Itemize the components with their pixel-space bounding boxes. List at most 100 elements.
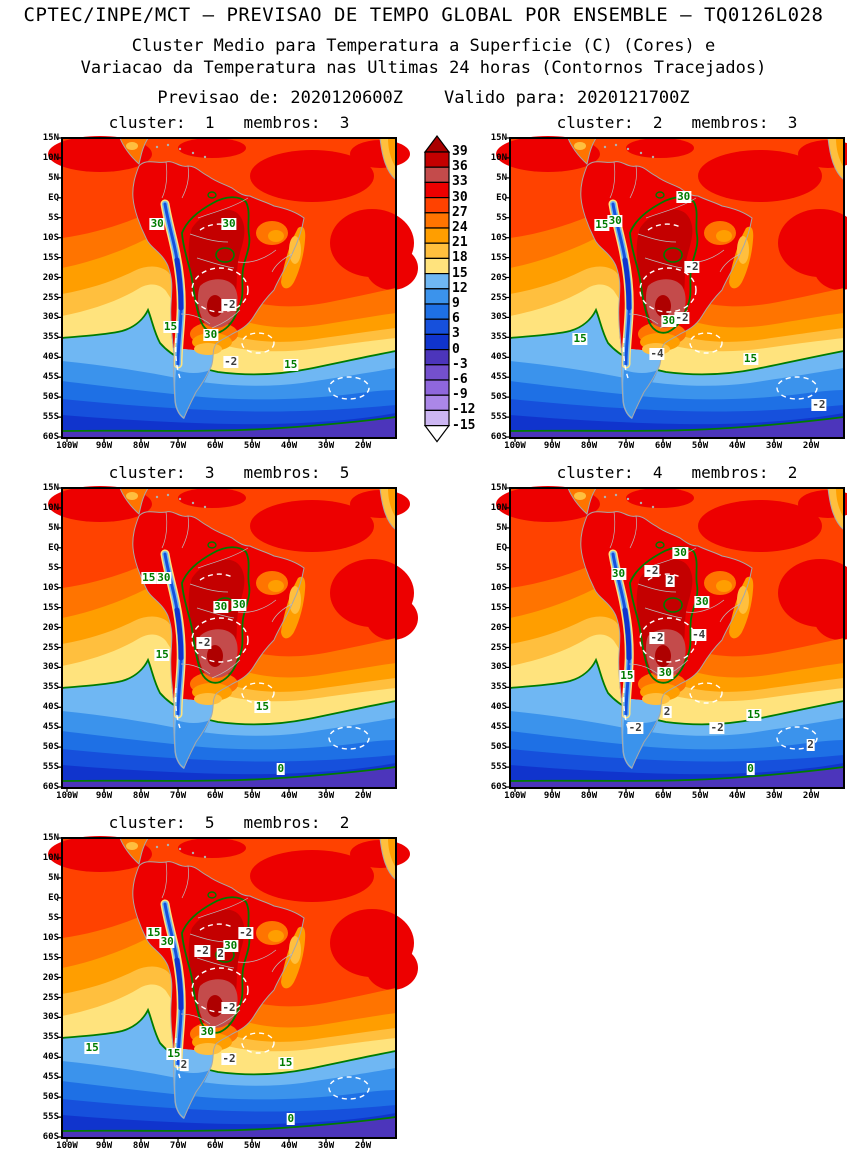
lon-tick-label: 100W [504, 441, 526, 451]
variation-contour-label: 2 [216, 946, 225, 960]
temperature-contour-label: 0 [286, 1111, 296, 1125]
temperature-contour-label: 15 [572, 332, 588, 345]
variation-contour-label: -4 [691, 628, 707, 641]
lat-tick-label: 30S [42, 662, 59, 673]
temperature-contour-label: 30 [221, 216, 237, 230]
colorbar-svg [423, 135, 451, 443]
lon-tick-label: 20W [354, 441, 372, 451]
colorbar-cell [424, 273, 450, 290]
lon-tick-label: 50W [691, 791, 709, 801]
lon-tick-label: 60W [206, 791, 224, 801]
temperature-contour-label: 30 [149, 216, 165, 230]
temperature-contour-label: 30 [223, 939, 239, 952]
lon-tick-label: 80W [132, 1141, 150, 1151]
lat-tick-label: 5N [496, 522, 507, 533]
variation-contour-label: -2 [674, 311, 690, 324]
lat-tick-label: 5S [496, 212, 507, 223]
lon-tick-label: 100W [56, 441, 78, 451]
colorbar-tick-label: 12 [452, 280, 468, 296]
temperature-contour-label: 15 [594, 218, 610, 231]
temperature-contour-label: 30 [607, 213, 623, 227]
lon-tick-label: 100W [56, 791, 78, 801]
lon-tick-label: 60W [654, 791, 672, 801]
lat-tick-label: 5S [496, 562, 507, 573]
variation-contour-label: -2 [709, 721, 725, 734]
variation-contour-label: -2 [221, 1051, 237, 1065]
panel-title: cluster: 4 membros: 2 [556, 463, 798, 482]
lat-tick-label: 5N [48, 872, 59, 883]
temperature-contour-label: 30 [661, 314, 677, 327]
temperature-contour-label: 30 [199, 1024, 215, 1038]
lon-tick-label: 90W [543, 441, 561, 451]
lat-tick-label: 15N [490, 483, 507, 493]
lat-tick-label: 50S [490, 392, 507, 403]
lat-tick-label: 10N [490, 152, 507, 163]
temperature-contour-label: 30 [676, 189, 692, 203]
map-cluster-3 [62, 488, 396, 788]
lat-tick-label: 25S [490, 642, 507, 653]
colorbar-cell [424, 364, 450, 381]
lat-tick-label: 10N [42, 852, 59, 863]
lon-tick-label: 50W [243, 441, 261, 451]
lat-tick-label: 60S [490, 782, 507, 792]
lat-tick-label: 35S [42, 332, 59, 343]
colorbar-tick-label: 21 [452, 235, 468, 251]
lat-tick-label: 10N [42, 152, 59, 163]
colorbar [423, 135, 451, 446]
lat-tick-label: 55S [42, 412, 59, 423]
lat-tick-label: EQ [48, 892, 59, 903]
colorbar-arrow-down [423, 425, 451, 443]
colorbar-tick-label: 24 [452, 220, 468, 235]
colorbar-tick-label: 39 [452, 144, 468, 159]
temperature-contour-label: 15 [742, 351, 759, 365]
lat-tick-label: 20S [42, 272, 59, 283]
lat-tick-label: 15N [490, 133, 507, 143]
colorbar-cell [424, 303, 450, 320]
lat-tick-label: 10S [42, 932, 59, 943]
temperature-contour-label: 15 [746, 707, 762, 721]
map-cluster-4 [510, 488, 844, 788]
lat-tick-label: 50S [42, 392, 59, 403]
temperature-contour-label: 15 [278, 1056, 294, 1069]
temperature-contour-label: 30 [202, 327, 219, 341]
lat-tick-label: 35S [42, 1032, 59, 1043]
colorbar-cell [424, 227, 450, 244]
colorbar-tick-label: 0 [452, 341, 460, 357]
variation-contour-label: -2 [196, 635, 212, 649]
lat-tick-label: 15S [490, 252, 507, 263]
temperature-contour-label: 15 [166, 1047, 182, 1060]
lat-tick-label: 10S [42, 232, 59, 243]
temperature-contour-label: 15 [162, 320, 179, 333]
lat-tick-label: 30S [490, 312, 507, 323]
lat-tick-label: EQ [496, 542, 507, 553]
lat-tick-label: 35S [42, 682, 59, 693]
colorbar-tick-label: 30 [452, 189, 468, 205]
variation-contour-label: -2 [811, 398, 827, 411]
lat-tick-label: 25S [42, 992, 59, 1003]
lat-tick-label: 5S [48, 212, 59, 223]
temperature-contour-label: 30 [672, 545, 688, 559]
lon-tick-label: 80W [580, 791, 598, 801]
lon-tick-label: 50W [243, 1141, 261, 1151]
lat-tick-label: 55S [490, 762, 507, 773]
colorbar-arrow-up [423, 135, 451, 153]
lon-tick-label: 40W [280, 791, 298, 801]
temperature-contour-label: 30 [159, 934, 175, 948]
lat-tick-label: 45S [490, 722, 507, 733]
forecast-from-label: Previsao de: [157, 88, 281, 108]
lon-tick-label: 70W [617, 791, 635, 801]
colorbar-cell [424, 318, 450, 335]
lat-tick-label: 10S [490, 232, 507, 243]
lat-tick-label: 20S [42, 972, 59, 983]
lat-tick-label: 50S [490, 742, 507, 753]
colorbar-tick-label: -12 [452, 402, 476, 418]
variation-contour-label: -2 [223, 354, 239, 368]
lon-tick-label: 90W [95, 441, 113, 451]
lon-tick-label: 50W [691, 441, 709, 451]
temperature-contour-label: 15 [154, 647, 170, 661]
page-title: CPTEC/INPE/MCT — PREVISAO DE TEMPO GLOBA… [23, 4, 824, 26]
temperature-contour-label: 30 [156, 571, 172, 584]
cluster-panel-2: cluster: 2 membros: 3 15N 10N 5N EQ 5S 10S 15S… [491, 113, 844, 451]
variation-contour-label: -2 [684, 260, 700, 273]
lat-tick-label: 20S [42, 622, 59, 633]
